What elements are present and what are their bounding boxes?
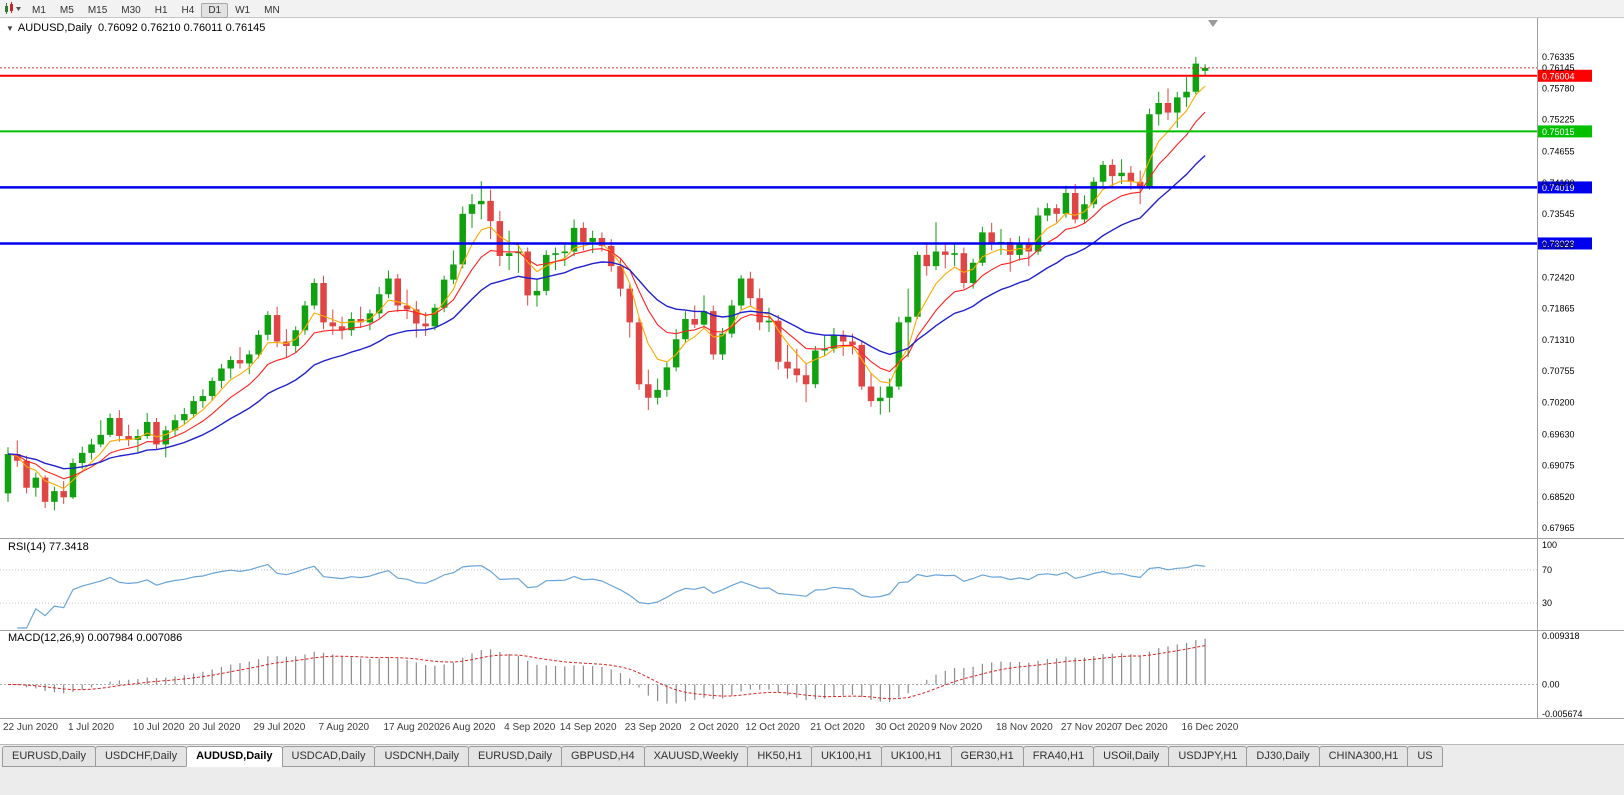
- svg-text:1 Jul 2020: 1 Jul 2020: [68, 722, 115, 733]
- svg-text:30 Oct 2020: 30 Oct 2020: [875, 722, 930, 733]
- symbol-tab-5[interactable]: EURUSD,Daily: [468, 746, 562, 767]
- price-tag: [1538, 237, 1592, 250]
- chart-header: ▼ AUDUSD,Daily 0.76092 0.76210 0.76011 0.…: [6, 22, 265, 34]
- chart-shift-marker[interactable]: [1208, 20, 1218, 27]
- timeframe-button-h1[interactable]: H1: [154, 4, 168, 16]
- svg-text:0.67965: 0.67965: [1542, 523, 1575, 533]
- svg-text:-0.005674: -0.005674: [1542, 709, 1583, 719]
- svg-text:17 Aug 2020: 17 Aug 2020: [383, 722, 440, 733]
- svg-text:20 Jul 2020: 20 Jul 2020: [189, 722, 241, 733]
- svg-text:0.74019: 0.74019: [1542, 183, 1575, 193]
- svg-text:100: 100: [1542, 540, 1557, 550]
- chart-periods-icon[interactable]: [2, 2, 24, 16]
- svg-text:18 Nov 2020: 18 Nov 2020: [996, 722, 1053, 733]
- svg-text:23 Sep 2020: 23 Sep 2020: [625, 722, 682, 733]
- macd-panel[interactable]: [0, 638, 1537, 704]
- svg-text:0.76145: 0.76145: [1542, 63, 1575, 73]
- timeframe-button-m5[interactable]: M5: [59, 4, 74, 16]
- time-scale[interactable]: 22 Jun 2020 1 Jul 2020 10 Jul 2020 20 Jul 2…: [3, 722, 1239, 733]
- symbol-tab-13[interactable]: USOil,Daily: [1093, 746, 1170, 767]
- svg-text:7 Aug 2020: 7 Aug 2020: [319, 722, 370, 733]
- symbol-tab-12[interactable]: FRA40,H1: [1022, 746, 1095, 767]
- svg-text:26 Aug 2020: 26 Aug 2020: [439, 722, 496, 733]
- price-tag: [1538, 69, 1592, 82]
- chart-symbol-period: AUDUSD,Daily: [17, 22, 92, 34]
- chart-canvas[interactable]: 0.76004 0.75015 0.74019 0.73023 0.763350.761…: [0, 18, 1624, 744]
- svg-text:0.00: 0.00: [1542, 679, 1560, 689]
- chart-tab-strip: EURUSD,Daily USDCHF,Daily AUDUSD,Daily USDC…: [0, 744, 1624, 795]
- symbol-tab-4[interactable]: USDCNH,Daily: [374, 746, 470, 767]
- svg-text:0.73545: 0.73545: [1542, 209, 1575, 219]
- svg-text:0.75780: 0.75780: [1542, 83, 1575, 93]
- macd-indicator-label: MACD(12,26,9) 0.007984 0.007086: [8, 632, 183, 644]
- symbol-tab-2[interactable]: AUDUSD,Daily: [186, 746, 283, 767]
- symbol-tab-15[interactable]: DJ30,Daily: [1246, 746, 1320, 767]
- rsi-indicator-label: RSI(14) 77.3418: [8, 541, 89, 553]
- chart-ohlc-readout: 0.76092 0.76210 0.76011 0.76145: [98, 22, 266, 34]
- svg-text:0.76004: 0.76004: [1542, 71, 1575, 81]
- svg-text:0.75015: 0.75015: [1542, 127, 1575, 137]
- candlestick-icon: [5, 2, 21, 14]
- symbol-tab-9[interactable]: UK100,H1: [810, 746, 882, 767]
- svg-text:0.74100: 0.74100: [1542, 178, 1575, 188]
- svg-text:0.76335: 0.76335: [1542, 52, 1575, 62]
- symbol-tab-11[interactable]: GER30,H1: [950, 746, 1024, 767]
- svg-text:29 Jul 2020: 29 Jul 2020: [254, 722, 306, 733]
- timeframe-button-m1[interactable]: M1: [32, 4, 46, 16]
- svg-text:7 Dec 2020: 7 Dec 2020: [1117, 722, 1169, 733]
- svg-text:0.70755: 0.70755: [1542, 366, 1575, 376]
- svg-text:0.69630: 0.69630: [1542, 429, 1575, 439]
- svg-text:0.71310: 0.71310: [1542, 335, 1575, 345]
- svg-text:0.73023: 0.73023: [1542, 239, 1575, 249]
- symbol-tab-1[interactable]: USDCHF,Daily: [94, 746, 188, 767]
- rsi-panel[interactable]: [0, 564, 1537, 629]
- price-tag: [1538, 125, 1592, 138]
- symbol-tab-14[interactable]: USDJPY,H1: [1168, 746, 1248, 767]
- symbol-tab-8[interactable]: HK50,H1: [747, 746, 812, 767]
- symbol-tabs: EURUSD,Daily USDCHF,Daily AUDUSD,Daily USDC…: [0, 745, 1624, 768]
- svg-text:10 Jul 2020: 10 Jul 2020: [133, 722, 185, 733]
- svg-text:0.75225: 0.75225: [1542, 115, 1575, 125]
- symbol-tab-10[interactable]: UK100,H1: [880, 746, 952, 767]
- timeframe-buttons: M1 M5 M15 M30 H1 H4 D1 W1 MN: [25, 0, 287, 18]
- svg-text:0.72420: 0.72420: [1542, 272, 1575, 282]
- svg-text:0.68520: 0.68520: [1542, 492, 1575, 502]
- symbol-tab-7[interactable]: XAUUSD,Weekly: [643, 746, 749, 767]
- svg-text:21 Oct 2020: 21 Oct 2020: [810, 722, 865, 733]
- svg-text:30: 30: [1542, 598, 1552, 608]
- svg-text:2 Oct 2020: 2 Oct 2020: [690, 722, 739, 733]
- timeframe-button-d1[interactable]: D1: [201, 2, 229, 18]
- price-scale[interactable]: 0.76004 0.75015 0.74019 0.73023 0.763350.761…: [1538, 52, 1592, 719]
- svg-text:22 Jun 2020: 22 Jun 2020: [3, 722, 58, 733]
- svg-text:0.74655: 0.74655: [1542, 147, 1575, 157]
- svg-text:9 Nov 2020: 9 Nov 2020: [931, 722, 983, 733]
- svg-text:0.72990: 0.72990: [1542, 240, 1575, 250]
- collapse-arrow-icon[interactable]: ▼: [6, 24, 14, 33]
- svg-text:0.71865: 0.71865: [1542, 304, 1575, 314]
- svg-text:0.009318: 0.009318: [1542, 631, 1580, 641]
- timeframe-button-m15[interactable]: M15: [87, 4, 108, 16]
- svg-text:70: 70: [1542, 565, 1552, 575]
- timeframe-button-w1[interactable]: W1: [235, 4, 251, 16]
- timeframe-button-mn[interactable]: MN: [264, 4, 280, 16]
- svg-text:4 Sep 2020: 4 Sep 2020: [504, 722, 556, 733]
- timeframe-button-m30[interactable]: M30: [121, 4, 141, 16]
- main-price-panel[interactable]: [0, 20, 1537, 511]
- panel-separators: [0, 18, 1624, 719]
- svg-text:0.69075: 0.69075: [1542, 461, 1575, 471]
- svg-text:0.70200: 0.70200: [1542, 397, 1575, 407]
- price-tag: [1538, 181, 1592, 194]
- timeframe-button-h4[interactable]: H4: [181, 4, 195, 16]
- timeframe-toolbar: M1 M5 M15 M30 H1 H4 D1 W1 MN: [0, 0, 1624, 18]
- symbol-tab-3[interactable]: USDCAD,Daily: [281, 746, 376, 767]
- symbol-tab-17[interactable]: US: [1407, 746, 1443, 767]
- svg-text:16 Dec 2020: 16 Dec 2020: [1182, 722, 1239, 733]
- svg-text:27 Nov 2020: 27 Nov 2020: [1061, 722, 1118, 733]
- svg-text:12 Oct 2020: 12 Oct 2020: [745, 722, 800, 733]
- svg-text:14 Sep 2020: 14 Sep 2020: [560, 722, 617, 733]
- symbol-tab-16[interactable]: CHINA300,H1: [1318, 746, 1409, 767]
- symbol-tab-0[interactable]: EURUSD,Daily: [2, 746, 96, 767]
- symbol-tab-6[interactable]: GBPUSD,H4: [561, 746, 645, 767]
